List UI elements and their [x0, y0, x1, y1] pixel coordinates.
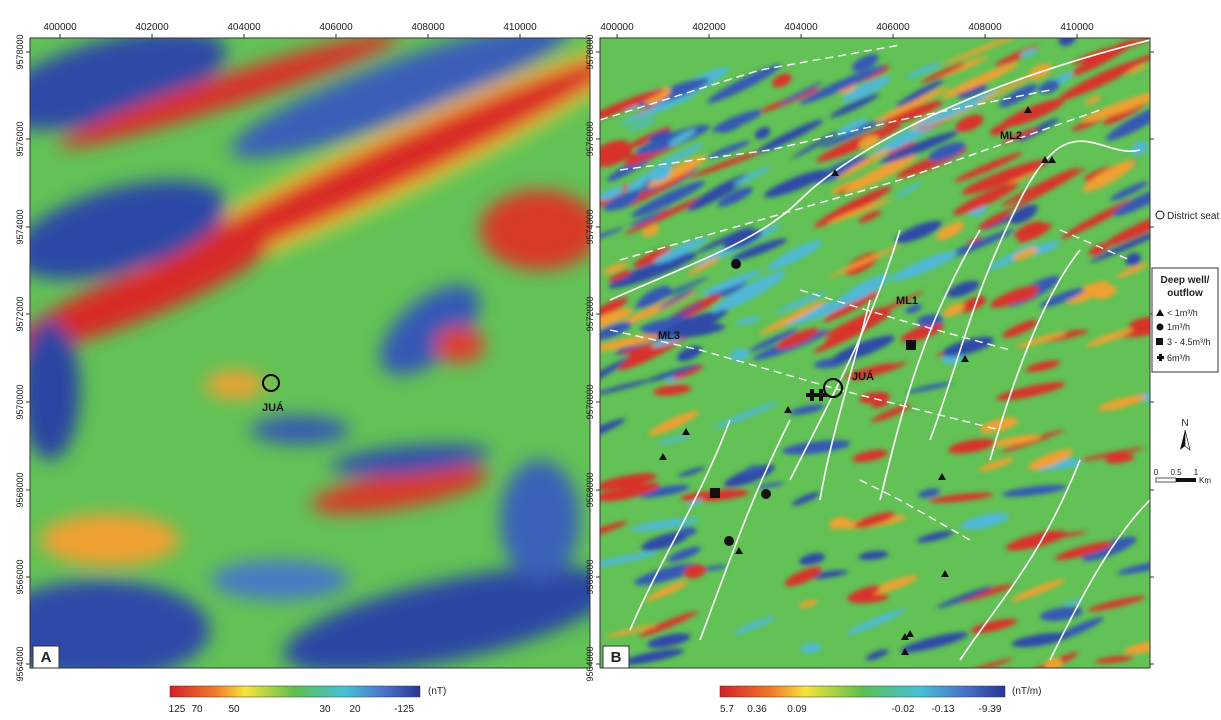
- map-symbol: [1156, 338, 1163, 345]
- colorbar-label: -125: [394, 704, 414, 715]
- y-tick-label: 9576000: [15, 121, 25, 156]
- y-tick-label: 9570000: [15, 384, 25, 419]
- map-symbol: [1180, 430, 1185, 450]
- y-tick-label: 9564000: [15, 646, 25, 681]
- colorbar-unit: (nT/m): [1012, 686, 1041, 697]
- y-tick-label: 9574000: [585, 209, 595, 244]
- y-tick-label: 9568000: [585, 472, 595, 507]
- colorbar: [170, 686, 420, 697]
- x-tick-label: 400000: [600, 22, 634, 33]
- colorbar-label: 0.36: [747, 704, 767, 715]
- map-symbol: [500, 460, 580, 580]
- legend-entry: 3 - 4.5m³/h: [1167, 337, 1211, 347]
- map-symbol: [1176, 478, 1196, 482]
- colorbar-label: -0.02: [892, 704, 915, 715]
- y-tick-label: 9572000: [585, 296, 595, 331]
- map-symbol: [710, 488, 720, 498]
- colorbar-label: 5.7: [720, 704, 734, 715]
- colorbar-unit: (nT): [428, 686, 446, 697]
- x-tick-label: 400000: [43, 22, 77, 33]
- figure: A B JUÁ ML2 ML1 ML3 JUÁ 400000 402000 4040…: [0, 0, 1221, 720]
- y-tick-label: 9578000: [15, 34, 25, 69]
- scale-label: 0.5: [1170, 468, 1182, 477]
- legend-entry: 1m³/h: [1167, 322, 1190, 332]
- colorbar-label: -0.13: [932, 704, 955, 715]
- x-tick-label: 410000: [1060, 22, 1094, 33]
- colorbar: [720, 686, 1005, 697]
- x-tick-label: 402000: [135, 22, 169, 33]
- map-symbol: [724, 536, 734, 546]
- x-tick-label: 402000: [692, 22, 726, 33]
- colorbar-label: 0.09: [787, 704, 807, 715]
- legend-entry: 6m³/h: [1167, 353, 1190, 363]
- panel-label: A: [41, 649, 52, 666]
- map-symbol: [731, 259, 741, 269]
- legend-entry: District seat: [1167, 211, 1219, 222]
- x-tick-label: 406000: [876, 22, 910, 33]
- map-symbol: [1156, 478, 1176, 482]
- map-symbol: [250, 416, 350, 444]
- y-tick-label: 9570000: [585, 384, 595, 419]
- map-symbol: [435, 327, 485, 363]
- y-tick-label: 9566000: [585, 559, 595, 594]
- x-tick-label: 404000: [227, 22, 261, 33]
- colorbar-label: 125: [169, 704, 186, 715]
- y-tick-label: 9564000: [585, 646, 595, 681]
- x-tick-label: 404000: [784, 22, 818, 33]
- map-symbol: [1156, 211, 1164, 219]
- map-symbol: [20, 320, 80, 460]
- scale-unit: Km: [1199, 476, 1211, 485]
- map-symbol: [1185, 430, 1190, 450]
- x-tick-label: 410000: [503, 22, 537, 33]
- map-symbol: [205, 371, 265, 399]
- place-label: JUÁ: [852, 370, 874, 383]
- y-tick-label: 9578000: [585, 34, 595, 69]
- colorbar-label: -9.39: [979, 704, 1002, 715]
- y-tick-label: 9576000: [585, 121, 595, 156]
- map-symbol: [210, 560, 350, 600]
- x-tick-label: 408000: [411, 22, 445, 33]
- panel-label: B: [611, 649, 622, 666]
- map-panel-a: [0, 0, 657, 694]
- legend-title: Deep well/: [1161, 275, 1210, 286]
- place-label: JUÁ: [262, 401, 284, 414]
- map-symbol: [0, 580, 210, 680]
- map-symbol: [480, 190, 600, 270]
- legend-entry: < 1m³/h: [1167, 308, 1198, 318]
- lineament-label: ML2: [1000, 130, 1022, 142]
- y-tick-label: 9568000: [15, 472, 25, 507]
- scale-label: 0: [1154, 468, 1159, 477]
- map-symbol: [906, 340, 916, 350]
- colorbar-label: 20: [349, 704, 361, 715]
- texture: [1103, 9, 1142, 36]
- x-tick-label: 406000: [319, 22, 353, 33]
- y-tick-label: 9566000: [15, 559, 25, 594]
- y-tick-label: 9572000: [15, 296, 25, 331]
- lineament-label: ML3: [658, 330, 680, 342]
- map-symbol: [1157, 324, 1164, 331]
- colorbar-label: 30: [319, 704, 331, 715]
- y-tick-label: 9574000: [15, 209, 25, 244]
- x-tick-label: 408000: [968, 22, 1002, 33]
- map-symbol: [40, 514, 180, 566]
- north-label: N: [1181, 418, 1188, 429]
- colorbar-label: 50: [228, 704, 240, 715]
- legend-title: outflow: [1167, 288, 1203, 299]
- map-symbol: [761, 489, 771, 499]
- colorbar-label: 70: [191, 704, 203, 715]
- map-panel-b: [572, 9, 1186, 682]
- lineament-label: ML1: [896, 295, 918, 307]
